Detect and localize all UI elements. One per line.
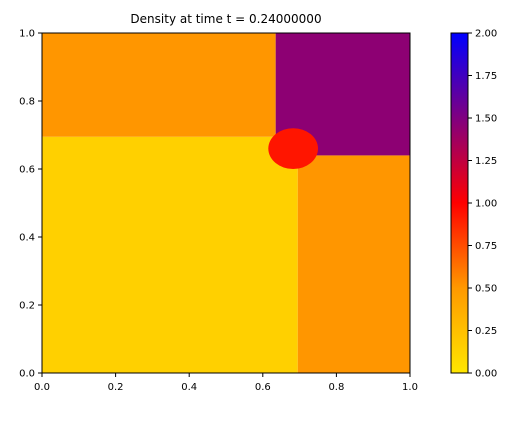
y-tick-label: 0.0 [19, 369, 35, 380]
x-tick-label: 0.2 [108, 382, 124, 393]
colorbar-tick-label: 0.25 [475, 326, 497, 337]
x-tick-label: 0.4 [181, 382, 197, 393]
colorbar: 0.00 0.25 0.50 0.75 1.00 1.25 1.50 1.75 2.00 [450, 29, 497, 380]
plot-area [41, 32, 411, 374]
y-tick-label: 0.4 [19, 233, 35, 244]
colorbar-tick-label: 1.00 [475, 199, 497, 210]
x-tick-label: 1.0 [402, 382, 418, 393]
chart-title: Density at time t = 0.24000000 [130, 12, 321, 26]
region-lower-right [297, 155, 410, 373]
colorbar-tick-label: 2.00 [475, 29, 497, 40]
x-tick-label: 0.6 [255, 382, 271, 393]
y-tick-label: 1.0 [19, 29, 35, 40]
colorbar-tick-label: 0.75 [475, 241, 497, 252]
colorbar-tick-label: 0.50 [475, 284, 497, 295]
x-tick-label: 0.0 [34, 382, 50, 393]
colorbar-tick-label: 0.00 [475, 369, 497, 380]
colorbar-gradient [450, 32, 469, 374]
region-upper-left [42, 33, 276, 137]
x-tick-label: 0.8 [328, 382, 344, 393]
region-lower-left [42, 136, 298, 373]
y-tick-label: 0.2 [19, 301, 35, 312]
colorbar-tick-label: 1.75 [475, 71, 497, 82]
y-tick-label: 0.6 [19, 165, 35, 176]
y-axis: 0.0 0.2 0.4 0.6 0.8 1.0 [19, 29, 42, 380]
plot-frame [41, 32, 411, 374]
y-tick-label: 0.8 [19, 97, 35, 108]
region-interaction [268, 128, 318, 170]
colorbar-tick-label: 1.25 [475, 156, 497, 167]
colorbar-tick-label: 1.50 [475, 114, 497, 125]
x-axis: 0.0 0.2 0.4 0.6 0.8 1.0 [34, 373, 418, 393]
